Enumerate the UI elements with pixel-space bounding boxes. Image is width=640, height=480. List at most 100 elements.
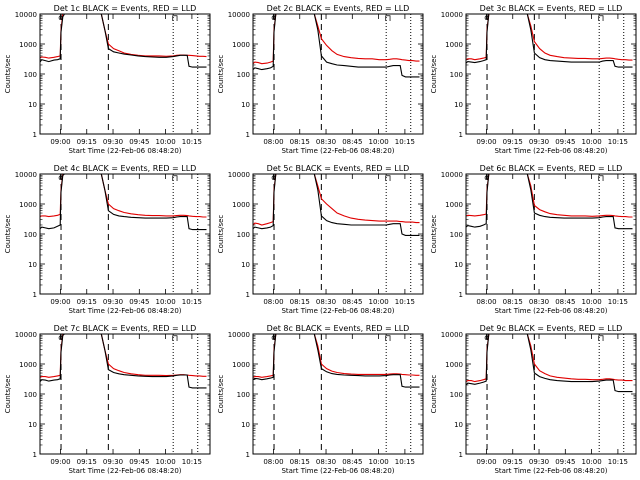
x-tick-label: 08:45	[342, 458, 362, 466]
x-tick-label: 08:15	[290, 458, 310, 466]
y-tick-label: 1	[246, 131, 250, 139]
y-tick-label: 10000	[228, 171, 250, 179]
series-line-lld	[40, 14, 207, 59]
series-line-events	[253, 14, 420, 78]
marker-o: o	[484, 173, 489, 182]
plot-frame	[39, 173, 211, 295]
y-tick-label: 1	[33, 131, 37, 139]
panel-title: Det 3c BLACK = Events, RED = LLD	[480, 4, 623, 13]
marker-o: o	[484, 333, 489, 342]
x-tick-label: 09:00	[50, 138, 70, 146]
panel-det-2: Det 2c BLACK = Events, RED = LLD Counts/s…	[217, 4, 424, 155]
x-axis-label: Start Time (22-Feb-06 08:48:20)	[281, 147, 394, 155]
panel-title: Det 5c BLACK = Events, RED = LLD	[267, 164, 410, 173]
x-tick-label: 08:15	[290, 298, 310, 306]
x-axis-label: Start Time (22-Feb-06 08:48:20)	[68, 307, 181, 315]
plot-frame	[252, 173, 424, 295]
plot-frame	[465, 333, 637, 455]
panel-title: Det 2c BLACK = Events, RED = LLD	[267, 4, 410, 13]
x-tick-label: 10:15	[608, 458, 628, 466]
y-axis-label: Counts/sec	[430, 375, 438, 414]
x-tick-label: 09:45	[129, 458, 149, 466]
y-tick-label: 100	[24, 71, 37, 79]
panel-det-6: Det 6c BLACK = Events, RED = LLD Counts/s…	[430, 164, 637, 315]
series-line-events	[466, 334, 633, 393]
series-line-events	[253, 174, 420, 236]
marker-cap: ⊓	[597, 174, 604, 184]
marker-o: o	[58, 173, 63, 182]
x-tick-label: 09:45	[555, 138, 575, 146]
series-line-lld	[253, 14, 420, 65]
marker-o: o	[58, 333, 63, 342]
y-tick-label: 10	[454, 421, 463, 429]
y-tick-label: 10	[28, 101, 37, 109]
x-tick-label: 09:30	[103, 458, 123, 466]
y-tick-label: 10000	[15, 331, 37, 339]
x-tick-label: 08:15	[503, 298, 523, 306]
series-line-lld	[40, 174, 207, 218]
x-tick-label: 08:00	[476, 298, 496, 306]
x-tick-label: 08:30	[316, 298, 336, 306]
y-tick-label: 10000	[15, 171, 37, 179]
x-tick-label: 08:00	[263, 138, 283, 146]
y-tick-label: 10000	[15, 11, 37, 19]
panel-det-5: Det 5c BLACK = Events, RED = LLD Counts/s…	[217, 164, 424, 315]
x-tick-label: 10:15	[182, 138, 202, 146]
x-tick-label: 09:00	[476, 138, 496, 146]
x-tick-label: 10:00	[369, 458, 389, 466]
x-tick-label: 10:00	[582, 298, 602, 306]
panel-det-9: Det 9c BLACK = Events, RED = LLD Counts/s…	[430, 324, 637, 475]
x-tick-label: 09:00	[476, 458, 496, 466]
y-tick-label: 10	[454, 101, 463, 109]
x-tick-label: 09:30	[103, 138, 123, 146]
y-tick-label: 10	[241, 101, 250, 109]
y-tick-label: 1000	[232, 201, 250, 209]
marker-cap: ⊓	[597, 334, 604, 344]
x-tick-label: 08:15	[290, 138, 310, 146]
marker-o: o	[271, 333, 276, 342]
marker-cap: ⊓	[171, 334, 178, 344]
x-tick-label: 08:00	[263, 298, 283, 306]
x-tick-label: 10:15	[395, 138, 415, 146]
y-tick-label: 10000	[441, 171, 463, 179]
panel-title: Det 6c BLACK = Events, RED = LLD	[480, 164, 623, 173]
series-line-lld	[253, 174, 420, 226]
x-axis-label: Start Time (22-Feb-06 08:48:20)	[281, 467, 394, 475]
y-tick-label: 1000	[19, 201, 37, 209]
marker-o: o	[58, 13, 63, 22]
y-tick-label: 1000	[445, 201, 463, 209]
x-tick-label: 09:15	[77, 138, 97, 146]
y-tick-label: 1	[33, 291, 37, 299]
marker-cap: ⊓	[384, 334, 391, 344]
series-line-lld	[466, 334, 633, 383]
marker-cap: ⊓	[171, 174, 178, 184]
y-tick-label: 1	[246, 291, 250, 299]
x-tick-label: 10:00	[582, 138, 602, 146]
panel-det-4: Det 4c BLACK = Events, RED = LLD Counts/s…	[4, 164, 211, 315]
y-tick-label: 1000	[232, 361, 250, 369]
x-tick-label: 10:15	[395, 298, 415, 306]
y-tick-label: 100	[450, 231, 463, 239]
x-tick-label: 09:00	[50, 298, 70, 306]
x-tick-label: 09:45	[555, 458, 575, 466]
series-line-events	[40, 334, 207, 389]
y-tick-label: 100	[237, 71, 250, 79]
x-tick-label: 09:15	[503, 458, 523, 466]
x-tick-label: 08:45	[342, 138, 362, 146]
x-axis-label: Start Time (22-Feb-06 08:48:20)	[281, 307, 394, 315]
y-tick-label: 100	[450, 71, 463, 79]
marker-cap: ⊓	[597, 14, 604, 24]
series-line-lld	[466, 174, 633, 218]
y-tick-label: 100	[237, 391, 250, 399]
x-tick-label: 08:30	[316, 138, 336, 146]
panel-title: Det 7c BLACK = Events, RED = LLD	[54, 324, 197, 333]
y-tick-label: 1	[33, 451, 37, 459]
y-tick-label: 10	[28, 261, 37, 269]
y-axis-label: Counts/sec	[4, 215, 12, 254]
plot-frame	[252, 333, 424, 455]
x-tick-label: 10:00	[369, 298, 389, 306]
x-tick-label: 09:45	[129, 138, 149, 146]
panel-det-8: Det 8c BLACK = Events, RED = LLD Counts/s…	[217, 324, 424, 475]
x-tick-label: 08:00	[263, 458, 283, 466]
